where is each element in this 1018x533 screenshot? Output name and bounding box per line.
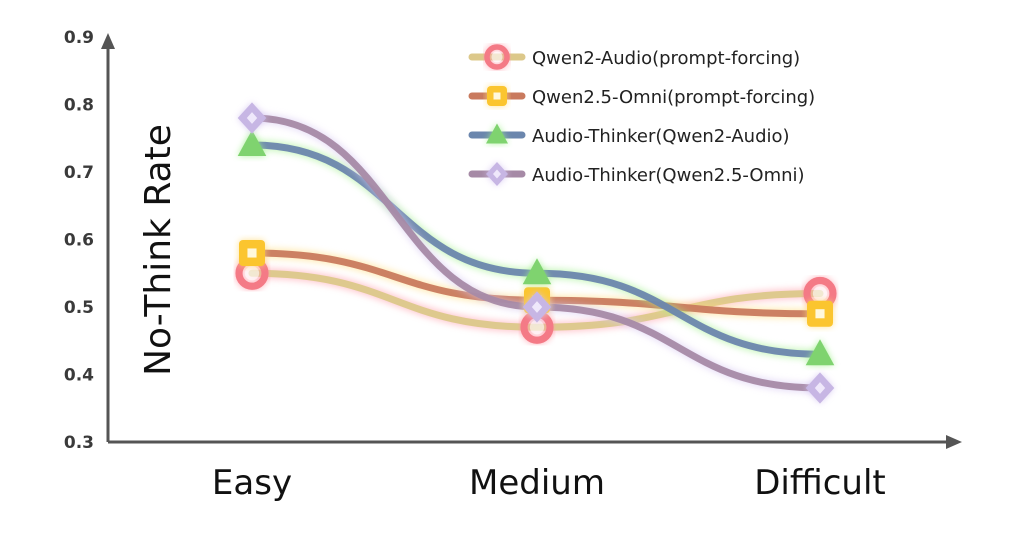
data-point (807, 300, 833, 327)
y-tick-label: 0.8 (64, 96, 94, 116)
data-point (522, 258, 552, 285)
legend: Qwen2-Audio(prompt-forcing) Qwen2.5-Omni(… (467, 44, 815, 186)
x-tick-label: Medium (469, 463, 605, 503)
legend-marker (486, 123, 508, 144)
x-tick-label: Difficult (754, 463, 886, 503)
legend-label: Qwen2-Audio(prompt-forcing) (532, 48, 800, 69)
series-line-glow (247, 113, 825, 393)
series-line (248, 114, 824, 392)
axes: 0.3 0.4 0.5 0.6 0.7 0.8 0.9 Easy Medium Difficult (64, 28, 962, 503)
y-tick-label: 0.4 (64, 366, 94, 386)
y-axis-title: No-Think Rate (138, 124, 179, 376)
series-markers (235, 102, 837, 404)
x-tick-label: Easy (212, 463, 292, 503)
legend-marker (487, 86, 507, 106)
data-point (237, 130, 267, 157)
legend-marker (486, 162, 508, 186)
series-lines (247, 113, 825, 393)
data-point (239, 240, 265, 266)
legend-marker (484, 44, 510, 70)
data-point (522, 291, 552, 323)
y-tick-label: 0.6 (64, 231, 94, 251)
data-point (805, 372, 835, 404)
legend-label: Qwen2.5-Omni(prompt-forcing) (532, 87, 815, 108)
y-tick-label: 0.3 (64, 433, 94, 453)
data-point (805, 339, 835, 366)
legend-label: Audio-Thinker(Qwen2-Audio) (532, 126, 790, 147)
x-axis-arrow (946, 435, 962, 449)
y-axis-arrow (101, 33, 115, 49)
y-tick-label: 0.7 (64, 163, 94, 183)
y-tick-label: 0.9 (64, 28, 94, 48)
legend-label: Audio-Thinker(Qwen2.5-Omni) (532, 165, 805, 186)
y-tick-label: 0.5 (64, 298, 94, 318)
data-point (237, 102, 267, 134)
